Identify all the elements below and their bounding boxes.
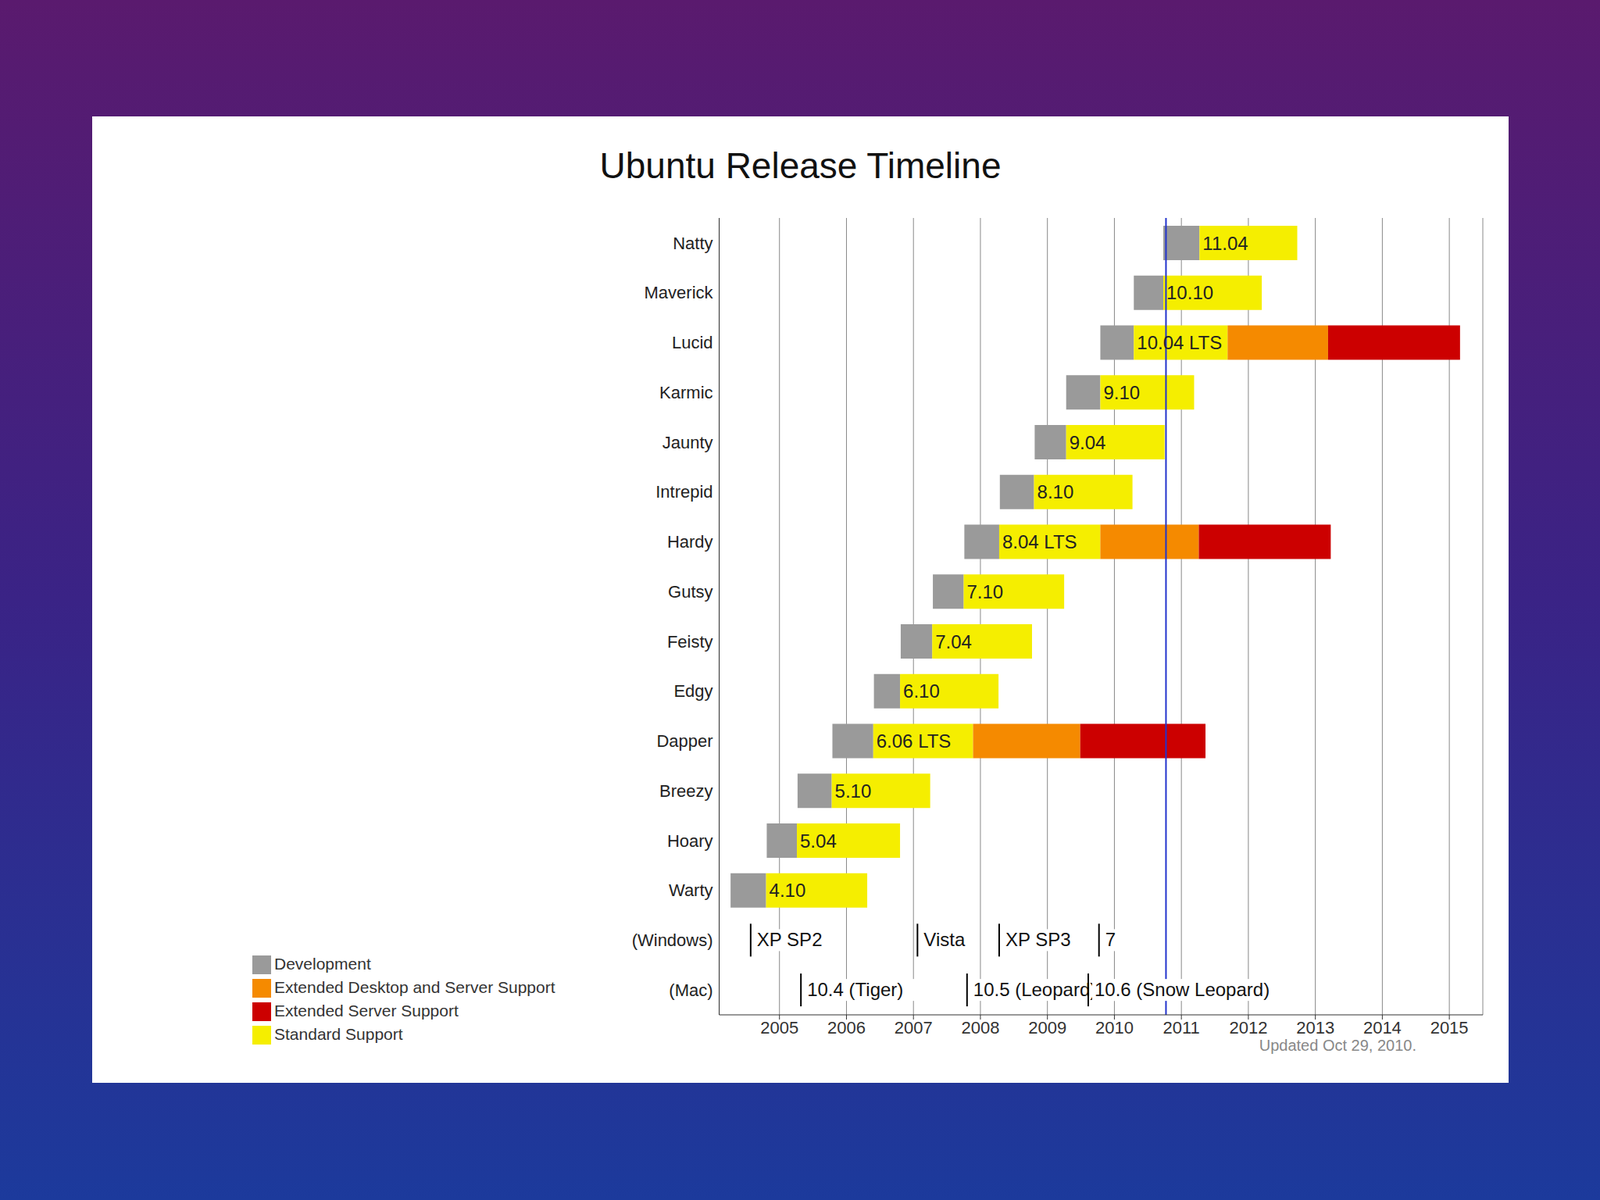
html-text:Development: Development: [274, 954, 371, 973]
svg-text:2007: 2007: [894, 1017, 933, 1038]
svg-text:2014: 2014: [1363, 1017, 1402, 1038]
svg-text:Natty: Natty: [672, 233, 713, 254]
svg-text:7.04: 7.04: [935, 631, 972, 653]
svg-text:2011: 2011: [1163, 1017, 1200, 1038]
svg-text:Vista: Vista: [923, 928, 966, 950]
svg-text:Feisty: Feisty: [667, 632, 714, 652]
svg-text:5.04: 5.04: [800, 830, 837, 852]
svg-text:10.5 (Leopard): 10.5 (Leopard): [973, 978, 1097, 1000]
svg-text:8.10: 8.10: [1037, 481, 1075, 503]
svg-text:9.10: 9.10: [1103, 382, 1140, 404]
svg-text:Edgy: Edgy: [673, 681, 713, 701]
svg-text:10.4 (Tiger): 10.4 (Tiger): [807, 978, 904, 1000]
svg-text:Jaunty: Jaunty: [662, 432, 714, 453]
svg-text:(Windows): (Windows): [632, 930, 714, 950]
svg-text:2006: 2006: [827, 1017, 866, 1038]
svg-text:XP SP2: XP SP2: [757, 928, 823, 950]
svg-text:4.10: 4.10: [769, 879, 807, 901]
svg-text:11.04: 11.04: [1202, 232, 1248, 254]
svg-text:Hoary: Hoary: [667, 831, 714, 851]
svg-text:Maverick: Maverick: [644, 282, 715, 303]
html-text:Standard Support: Standard Support: [274, 1025, 403, 1043]
svg-text:7: 7: [1105, 928, 1116, 950]
html-text:Updated Oct 29, 2010.: Updated Oct 29, 2010.: [1259, 1036, 1417, 1054]
svg-text:7.10: 7.10: [967, 581, 1004, 603]
svg-text:(Mac): (Mac): [668, 980, 713, 1000]
svg-text:6.10: 6.10: [903, 680, 940, 702]
svg-text:2010: 2010: [1095, 1017, 1134, 1038]
svg-text:Hardy: Hardy: [667, 532, 714, 552]
svg-text:2009: 2009: [1028, 1017, 1067, 1038]
svg-text:2015: 2015: [1430, 1017, 1469, 1038]
svg-text:10.6 (Snow Leopard): 10.6 (Snow Leopard): [1094, 978, 1270, 1000]
svg-text:10.10: 10.10: [1166, 282, 1214, 304]
svg-text:2012: 2012: [1228, 1017, 1268, 1038]
svg-text:Gutsy: Gutsy: [667, 582, 713, 602]
svg-text:2008: 2008: [960, 1017, 1000, 1038]
svg-text:Warty: Warty: [668, 880, 714, 900]
svg-text:8.04 LTS: 8.04 LTS: [1002, 531, 1078, 553]
svg-text:9.04: 9.04: [1069, 432, 1107, 454]
svg-text:2013: 2013: [1296, 1017, 1335, 1038]
svg-text:Intrepid: Intrepid: [655, 482, 713, 502]
html-text:Extended Server Support: Extended Server Support: [274, 1001, 459, 1020]
svg-text:5.10: 5.10: [835, 780, 872, 802]
svg-text:Karmic: Karmic: [659, 382, 713, 403]
svg-text:Dapper: Dapper: [656, 731, 713, 751]
html-text:Ubuntu Release Timeline: Ubuntu Release Timeline: [599, 145, 1002, 186]
svg-text:Breezy: Breezy: [659, 781, 713, 801]
svg-text:XP SP3: XP SP3: [1005, 928, 1072, 950]
svg-text:10.04 LTS: 10.04 LTS: [1136, 332, 1222, 354]
svg-text:6.06 LTS: 6.06 LTS: [876, 730, 952, 752]
svg-text:Lucid: Lucid: [671, 332, 714, 353]
html-text:Extended Desktop and Server Su: Extended Desktop and Server Support: [274, 978, 556, 997]
svg-text:2005: 2005: [760, 1017, 799, 1038]
